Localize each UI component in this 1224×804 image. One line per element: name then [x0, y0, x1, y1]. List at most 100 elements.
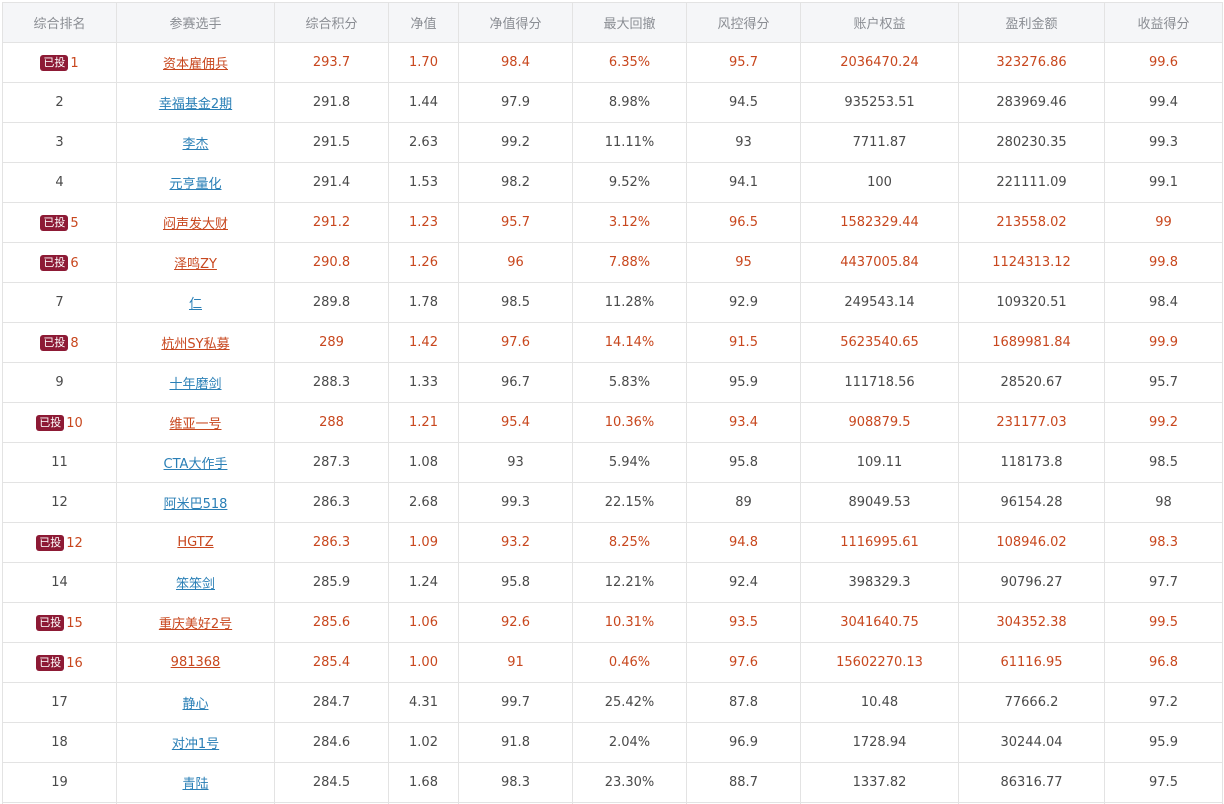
return-score-cell: 95.9	[1104, 722, 1223, 763]
header-equity[interactable]: 账户权益	[800, 2, 959, 43]
table-row: 已投 8 杭州SY私募 289 1.42 97.6 14.14% 91.5 5623540.65…	[2, 322, 1223, 363]
player-name-link[interactable]: 阿米巴518	[163, 497, 228, 512]
table-row: 已投 6 泽鸣ZY 290.8 1.26 96 7.88% 95 4437005.84 11243…	[2, 242, 1223, 283]
equity-cell: 1116995.61	[800, 522, 959, 563]
total-score-cell: 284.6	[274, 722, 389, 763]
header-return-score[interactable]: 收益得分	[1104, 2, 1223, 43]
nav-score-cell: 95.7	[458, 202, 573, 243]
total-score-cell: 284.5	[274, 762, 389, 803]
equity-cell: 2036470.24	[800, 42, 959, 83]
table-row: 11 CTA大作手 287.3 1.08 93 5.94% 95.8 109.11 118173…	[2, 442, 1223, 483]
header-rank[interactable]: 综合排名	[2, 2, 117, 43]
risk-score-cell: 95.8	[686, 442, 801, 483]
equity-cell: 1337.82	[800, 762, 959, 803]
equity-cell: 908879.5	[800, 402, 959, 443]
player-name-link[interactable]: 981368	[170, 655, 221, 670]
player-name-link[interactable]: 李杰	[182, 137, 209, 152]
header-total-score[interactable]: 综合积分	[274, 2, 389, 43]
risk-score-cell: 87.8	[686, 682, 801, 723]
player-name-link[interactable]: 静心	[182, 697, 209, 712]
player-name-link[interactable]: 杭州SY私募	[161, 337, 230, 352]
table-row: 已投 10 维亚一号 288 1.21 95.4 10.36% 93.4 908879.5 231…	[2, 402, 1223, 443]
equity-cell: 398329.3	[800, 562, 959, 603]
nav-cell: 1.44	[388, 82, 459, 123]
return-score-cell: 99.4	[1104, 82, 1223, 123]
player-cell: 对冲1号	[116, 722, 275, 763]
risk-score-cell: 93	[686, 122, 801, 163]
player-cell: 维亚一号	[116, 402, 275, 443]
player-cell: 笨笨剑	[116, 562, 275, 603]
player-cell: 静心	[116, 682, 275, 723]
profit-cell: 118173.8	[958, 442, 1105, 483]
rank-cell: 已投 16	[2, 642, 117, 683]
total-score-cell: 289.8	[274, 282, 389, 323]
max-drawdown-cell: 7.88%	[572, 242, 687, 283]
player-name-link[interactable]: 幸福基金2期	[158, 97, 233, 112]
profit-cell: 221111.09	[958, 162, 1105, 203]
player-name-link[interactable]: 闷声发大财	[162, 217, 228, 232]
risk-score-cell: 91.5	[686, 322, 801, 363]
profit-cell: 77666.2	[958, 682, 1105, 723]
player-name-link[interactable]: HGTZ	[177, 535, 214, 550]
rank-value: 15	[66, 615, 83, 631]
max-drawdown-cell: 6.35%	[572, 42, 687, 83]
risk-score-cell: 95.9	[686, 362, 801, 403]
player-name-link[interactable]: 十年磨剑	[169, 377, 222, 392]
max-drawdown-cell: 3.12%	[572, 202, 687, 243]
header-nav-score[interactable]: 净值得分	[458, 2, 573, 43]
player-name-link[interactable]: 元亨量化	[169, 177, 222, 192]
header-risk-score[interactable]: 风控得分	[686, 2, 801, 43]
return-score-cell: 98.4	[1104, 282, 1223, 323]
nav-cell: 1.23	[388, 202, 459, 243]
return-score-cell: 99.1	[1104, 162, 1223, 203]
header-max-drawdown[interactable]: 最大回撤	[572, 2, 687, 43]
rank-cell: 已投 10	[2, 402, 117, 443]
risk-score-cell: 89	[686, 482, 801, 523]
rank-cell: 已投 8	[2, 322, 117, 363]
nav-cell: 1.08	[388, 442, 459, 483]
nav-score-cell: 98.2	[458, 162, 573, 203]
profit-cell: 213558.02	[958, 202, 1105, 243]
return-score-cell: 99.2	[1104, 402, 1223, 443]
table-row: 已投 5 闷声发大财 291.2 1.23 95.7 3.12% 96.5 1582329.44…	[2, 202, 1223, 243]
player-cell: 阿米巴518	[116, 482, 275, 523]
risk-score-cell: 95.7	[686, 42, 801, 83]
player-name-link[interactable]: 泽鸣ZY	[174, 257, 217, 272]
equity-cell: 1582329.44	[800, 202, 959, 243]
risk-score-cell: 94.1	[686, 162, 801, 203]
rank-value: 4	[55, 175, 64, 190]
total-score-cell: 291.5	[274, 122, 389, 163]
risk-score-cell: 96.9	[686, 722, 801, 763]
max-drawdown-cell: 25.42%	[572, 682, 687, 723]
return-score-cell: 97.7	[1104, 562, 1223, 603]
player-name-link[interactable]: 对冲1号	[171, 737, 220, 752]
rank-value: 18	[51, 735, 68, 750]
max-drawdown-cell: 8.98%	[572, 82, 687, 123]
equity-cell: 7711.87	[800, 122, 959, 163]
rank-cell: 已投 15	[2, 602, 117, 643]
total-score-cell: 285.6	[274, 602, 389, 643]
player-name-link[interactable]: 资本雇佣兵	[162, 57, 228, 72]
profit-cell: 109320.51	[958, 282, 1105, 323]
rank-value: 5	[70, 215, 79, 231]
profit-cell: 1124313.12	[958, 242, 1105, 283]
return-score-cell: 98.3	[1104, 522, 1223, 563]
player-name-link[interactable]: 笨笨剑	[175, 577, 215, 592]
player-name-link[interactable]: 重庆美好2号	[158, 617, 233, 632]
nav-score-cell: 91	[458, 642, 573, 683]
header-profit[interactable]: 盈利金额	[958, 2, 1105, 43]
nav-cell: 2.63	[388, 122, 459, 163]
header-player[interactable]: 参赛选手	[116, 2, 275, 43]
return-score-cell: 99	[1104, 202, 1223, 243]
player-name-link[interactable]: 青陆	[182, 777, 209, 792]
profit-cell: 96154.28	[958, 482, 1105, 523]
player-name-link[interactable]: 仁	[188, 297, 202, 312]
player-name-link[interactable]: 维亚一号	[169, 417, 222, 432]
table-row: 2 幸福基金2期 291.8 1.44 97.9 8.98% 94.5 935253.51 28…	[2, 82, 1223, 123]
table-row: 7 仁 289.8 1.78 98.5 11.28% 92.9 249543.14 109320…	[2, 282, 1223, 323]
player-name-link[interactable]: CTA大作手	[163, 457, 228, 472]
header-nav[interactable]: 净值	[388, 2, 459, 43]
rank-cell: 9	[2, 362, 117, 403]
equity-cell: 5623540.65	[800, 322, 959, 363]
